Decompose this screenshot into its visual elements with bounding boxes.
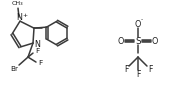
Text: F: F: [148, 65, 152, 74]
Text: F: F: [38, 60, 42, 66]
Text: +: +: [22, 13, 28, 18]
Text: O: O: [152, 37, 158, 46]
Text: CH₃: CH₃: [11, 1, 23, 6]
Text: F: F: [136, 70, 140, 79]
Text: N: N: [34, 40, 40, 49]
Text: O: O: [135, 20, 141, 29]
Text: S: S: [135, 37, 141, 46]
Text: F: F: [124, 65, 128, 74]
Text: F: F: [35, 48, 39, 54]
Text: Br: Br: [10, 66, 18, 72]
Text: O: O: [118, 37, 124, 46]
Text: N: N: [16, 13, 22, 22]
Text: -: -: [141, 18, 143, 23]
